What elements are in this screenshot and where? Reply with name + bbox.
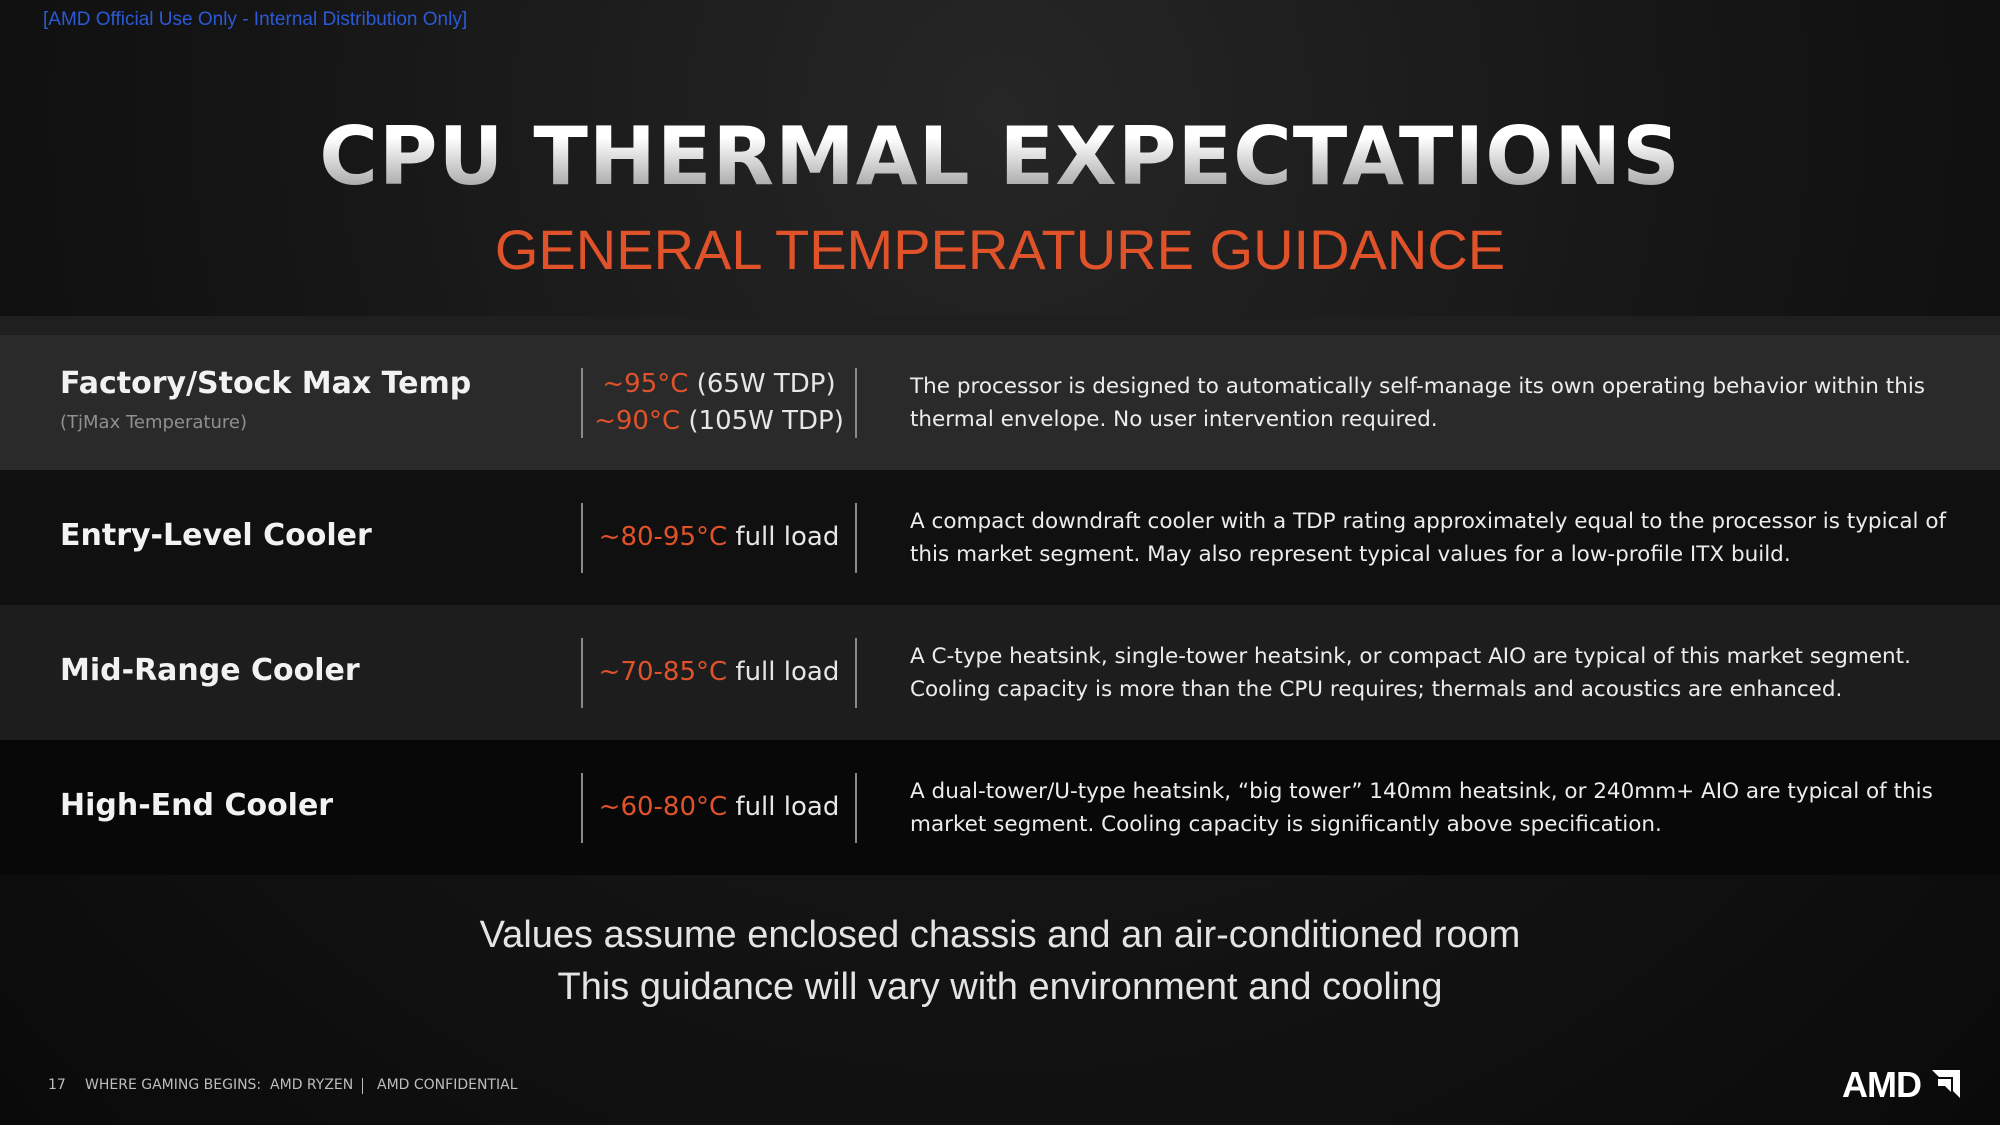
temp-note: full load xyxy=(735,522,840,552)
temp-range: ~70-85°C xyxy=(598,657,728,687)
divider xyxy=(581,638,583,708)
temp-note: full load xyxy=(735,657,840,687)
row-sub: (TjMax Temperature) xyxy=(60,412,247,433)
description-text: A C-type heatsink, single-tower heatsink… xyxy=(910,643,1911,702)
description-text: A compact downdraft cooler with a TDP ra… xyxy=(910,508,1947,567)
subtitle: GENERAL TEMPERATURE GUIDANCE xyxy=(494,218,1506,281)
banner: [AMD Official Use Only - Internal Distri… xyxy=(43,9,468,30)
row-name: Mid-Range Cooler xyxy=(60,653,360,688)
note: Values assume enclosed chassis and an ai… xyxy=(479,914,1521,956)
logo-arrow xyxy=(1932,1070,1960,1098)
temp-range: ~95°C xyxy=(602,368,689,399)
temp-note: (105W TDP) xyxy=(688,405,844,436)
page-number: 17 xyxy=(48,1077,66,1093)
row-description: A C-type heatsink, single-tower heatsink… xyxy=(910,605,1970,740)
logo-arrow-inner xyxy=(1938,1079,1951,1092)
temp-note: full load xyxy=(735,792,840,822)
divider xyxy=(581,368,583,438)
row-temps: ~60-80°C full load xyxy=(584,740,854,875)
divider xyxy=(855,503,857,573)
row-name: Factory/Stock Max Temp xyxy=(60,366,472,401)
divider xyxy=(581,503,583,573)
temp-range: ~80-95°C xyxy=(598,522,728,552)
table-row: High-End Cooler ~60-80°C full load A dua… xyxy=(0,740,2000,875)
temp-line: ~60-80°C full load xyxy=(599,789,840,826)
row-name: High-End Cooler xyxy=(60,788,334,823)
temp-line: ~80-95°C full load xyxy=(599,519,840,556)
temp-note: (65W TDP) xyxy=(696,368,836,399)
description-text: The processor is designed to automatical… xyxy=(910,373,1925,432)
temp-line: ~95°C (65W TDP) xyxy=(602,366,835,403)
temp-line: ~90°C (105W TDP) xyxy=(594,403,844,440)
divider xyxy=(855,368,857,438)
table-row: Mid-Range Cooler ~70-85°C full load A C-… xyxy=(0,605,2000,740)
note: This guidance will vary with environment… xyxy=(557,966,1443,1008)
temp-range: ~60-80°C xyxy=(598,792,728,822)
header-band xyxy=(0,316,2000,335)
row-temps: ~95°C (65W TDP) ~90°C (105W TDP) xyxy=(584,335,854,470)
row-temps: ~70-85°C full load xyxy=(584,605,854,740)
divider xyxy=(855,638,857,708)
footer-confidential: AMD CONFIDENTIAL xyxy=(377,1077,518,1093)
logo-mark xyxy=(1932,1070,1960,1098)
description-text: A dual-tower/U-type heatsink, “big tower… xyxy=(910,778,1933,837)
row-description: The processor is designed to automatical… xyxy=(910,335,1970,470)
row-description: A dual-tower/U-type heatsink, “big tower… xyxy=(910,740,1970,875)
divider xyxy=(581,773,583,843)
divider xyxy=(855,773,857,843)
table-row: Factory/Stock Max Temp (TjMax Temperatur… xyxy=(0,335,2000,470)
footer-text: WHERE GAMING BEGINS: AMD RYZEN xyxy=(85,1077,354,1093)
row-temps: ~80-95°C full load xyxy=(584,470,854,605)
table-row: Entry-Level Cooler ~80-95°C full load A … xyxy=(0,470,2000,605)
logo-text: AMD xyxy=(1842,1064,1922,1105)
temp-line: ~70-85°C full load xyxy=(599,654,840,691)
row-name: Entry-Level Cooler xyxy=(60,518,372,553)
footer-divider xyxy=(362,1078,363,1094)
title: CPU THERMAL EXPECTATIONS xyxy=(0,110,2000,203)
row-description: A compact downdraft cooler with a TDP ra… xyxy=(910,470,1970,605)
temp-range: ~90°C xyxy=(594,405,681,436)
